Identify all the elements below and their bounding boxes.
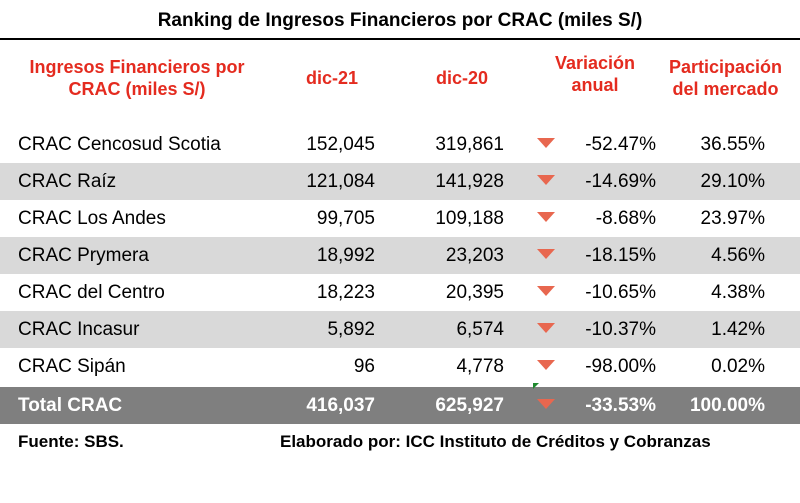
header-dic-20: dic-20: [435, 68, 489, 88]
down-triangle-icon: [537, 200, 557, 237]
row-dic-21: 18,992: [316, 245, 375, 266]
total-variacion: -33.53%: [585, 395, 656, 416]
title-divider: [0, 38, 800, 40]
row-variacion: -10.65%: [585, 282, 656, 303]
source-note: Fuente: SBS.: [18, 432, 124, 451]
row-dic-20: 20,395: [445, 282, 504, 303]
down-triangle-icon: [537, 237, 557, 274]
row-dic-21: 152,045: [306, 134, 375, 155]
table-row: CRAC Prymera 18,992 23,203 -18.15% 4.56%: [0, 237, 800, 274]
row-dic-21: 5,892: [327, 319, 375, 340]
row-name: CRAC Raíz: [18, 171, 117, 192]
row-name: CRAC Sipán: [18, 356, 126, 377]
row-name: CRAC Incasur: [18, 319, 140, 340]
row-participacion: 0.02%: [711, 356, 765, 377]
table-row: CRAC Los Andes 99,705 109,188 -8.68% 23.…: [0, 200, 800, 237]
row-name: CRAC Cencosud Scotia: [18, 134, 221, 155]
row-dic-20: 23,203: [445, 245, 504, 266]
total-participacion: 100.00%: [689, 395, 765, 416]
row-variacion: -52.47%: [585, 134, 656, 155]
row-name: CRAC del Centro: [18, 282, 165, 303]
row-dic-20: 141,928: [435, 171, 504, 192]
row-dic-20: 6,574: [456, 319, 504, 340]
header-dic-21: dic-21: [305, 68, 359, 88]
header-name: Ingresos Financieros por CRAC (miles S/): [29, 57, 245, 99]
row-dic-21: 99,705: [316, 208, 375, 229]
row-participacion: 23.97%: [700, 208, 765, 229]
down-triangle-icon: [537, 163, 557, 200]
row-variacion: -18.15%: [585, 245, 656, 266]
down-triangle-icon: [537, 348, 557, 385]
table-header: Ingresos Financieros por CRAC (miles S/)…: [0, 46, 800, 118]
row-participacion: 4.38%: [711, 282, 765, 303]
down-triangle-icon: [537, 387, 557, 424]
total-name: Total CRAC: [18, 395, 123, 416]
row-dic-20: 319,861: [435, 134, 504, 155]
header-variacion: Variación anual: [554, 53, 636, 95]
down-triangle-icon: [537, 311, 557, 348]
table-row: CRAC del Centro 18,223 20,395 -10.65% 4.…: [0, 274, 800, 311]
row-participacion: 36.55%: [700, 134, 765, 155]
row-variacion: -8.68%: [595, 208, 656, 229]
row-participacion: 4.56%: [711, 245, 765, 266]
header-participacion: Participación del mercado: [668, 57, 783, 99]
total-dic-20: 625,927: [435, 395, 504, 416]
row-dic-21: 121,084: [306, 171, 375, 192]
row-dic-21: 18,223: [316, 282, 375, 303]
row-name: CRAC Los Andes: [18, 208, 166, 229]
total-dic-21: 416,037: [306, 395, 375, 416]
credit-note: Elaborado por: ICC Instituto de Créditos…: [280, 432, 711, 451]
row-variacion: -98.00%: [585, 356, 656, 377]
table-title: Ranking de Ingresos Financieros por CRAC…: [157, 10, 643, 31]
cell-comment-marker-icon: [533, 383, 539, 389]
row-variacion: -10.37%: [585, 319, 656, 340]
table-row: CRAC Incasur 5,892 6,574 -10.37% 1.42%: [0, 311, 800, 348]
row-variacion: -14.69%: [585, 171, 656, 192]
down-triangle-icon: [537, 274, 557, 311]
down-triangle-icon: [537, 126, 557, 163]
total-row: Total CRAC 416,037 625,927 -33.53% 100.0…: [0, 383, 800, 424]
table-row: CRAC Sipán 96 4,778 -98.00% 0.02%: [0, 348, 800, 385]
row-dic-20: 109,188: [435, 208, 504, 229]
row-dic-21: 96: [353, 356, 375, 377]
table-row: CRAC Cencosud Scotia 152,045 319,861 -52…: [0, 126, 800, 163]
table-row: CRAC Raíz 121,084 141,928 -14.69% 29.10%: [0, 163, 800, 200]
row-participacion: 1.42%: [711, 319, 765, 340]
row-name: CRAC Prymera: [18, 245, 149, 266]
row-dic-20: 4,778: [456, 356, 504, 377]
row-participacion: 29.10%: [700, 171, 765, 192]
